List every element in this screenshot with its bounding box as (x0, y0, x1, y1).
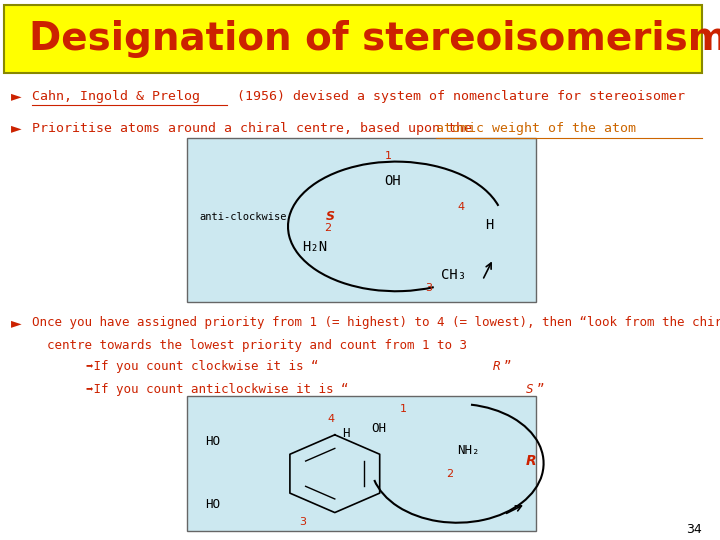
Text: Prioritise atoms around a chiral centre, based upon the: Prioritise atoms around a chiral centre,… (32, 122, 480, 135)
Text: ”: ” (504, 360, 511, 373)
Text: Designation of stereoisomerism: Designation of stereoisomerism (29, 20, 720, 58)
Text: R: R (526, 454, 536, 468)
Text: 4: 4 (457, 202, 464, 212)
Text: 3: 3 (299, 517, 306, 526)
Text: ►: ► (11, 89, 22, 103)
FancyBboxPatch shape (4, 5, 702, 73)
FancyBboxPatch shape (187, 138, 536, 302)
Text: HO: HO (205, 498, 220, 511)
Text: 1: 1 (400, 404, 407, 414)
Text: S: S (326, 211, 336, 224)
Text: 4: 4 (328, 414, 335, 424)
Text: H: H (342, 427, 349, 440)
Text: H: H (485, 218, 494, 232)
Text: CH₃: CH₃ (441, 268, 466, 282)
Text: 2: 2 (324, 223, 331, 233)
Text: 3: 3 (425, 283, 432, 293)
Text: 34: 34 (686, 523, 702, 536)
FancyBboxPatch shape (187, 396, 536, 531)
Text: H₂N: H₂N (302, 240, 327, 254)
Text: ➡If you count clockwise it is “: ➡If you count clockwise it is “ (86, 360, 319, 373)
Text: R: R (493, 360, 500, 373)
Text: S: S (526, 383, 533, 396)
Text: (1956) devised a system of nomenclature for stereoisomer: (1956) devised a system of nomenclature … (229, 90, 685, 103)
Text: Once you have assigned priority from 1 (= highest) to 4 (= lowest), then “look f: Once you have assigned priority from 1 (… (32, 316, 720, 329)
Text: centre towards the lowest priority and count from 1 to 3: centre towards the lowest priority and c… (47, 339, 467, 352)
Text: atomic weight of the atom: atomic weight of the atom (436, 122, 636, 135)
Text: ►: ► (11, 316, 22, 330)
Text: anti-clockwise: anti-clockwise (199, 212, 287, 222)
Text: 2: 2 (446, 469, 454, 478)
Text: ”: ” (536, 383, 544, 396)
Text: 1: 1 (385, 151, 392, 160)
Text: ➡If you count anticlockwise it is “: ➡If you count anticlockwise it is “ (86, 383, 349, 396)
Text: Cahn, Ingold & Prelog: Cahn, Ingold & Prelog (32, 90, 200, 103)
Text: HO: HO (205, 435, 220, 448)
Text: OH: OH (371, 422, 386, 435)
Text: NH₂: NH₂ (457, 444, 480, 457)
Text: ►: ► (11, 122, 22, 136)
Text: OH: OH (384, 174, 401, 188)
